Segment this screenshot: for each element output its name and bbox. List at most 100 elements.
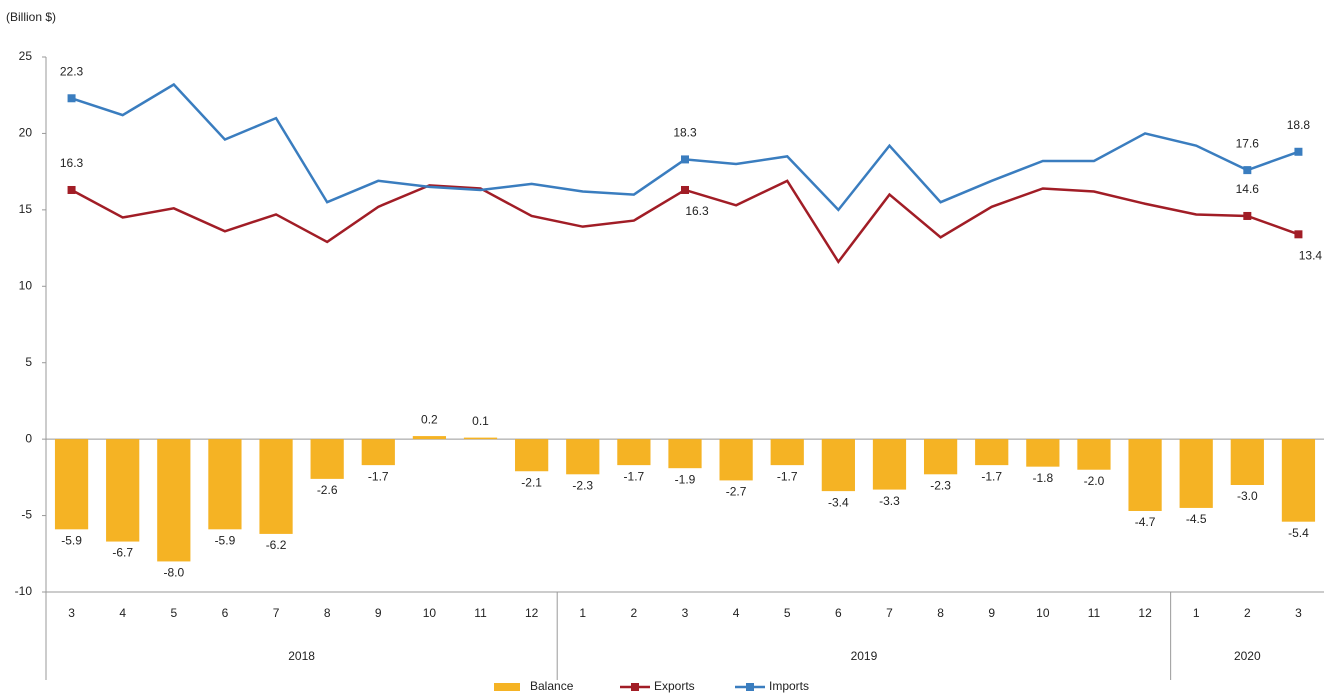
bar xyxy=(54,439,89,530)
bar xyxy=(208,439,242,530)
bar-label: -6.2 xyxy=(266,538,287,552)
bar-label: -8.0 xyxy=(163,566,184,580)
x-group-label: 2020 xyxy=(1234,649,1261,663)
x-tick-label: 7 xyxy=(886,606,893,620)
bar-label: -2.6 xyxy=(317,483,338,497)
bar-label: 0.2 xyxy=(421,412,438,426)
point-marker xyxy=(67,185,76,194)
bar-label: -6.7 xyxy=(112,546,133,560)
point-label: 18.3 xyxy=(673,126,697,140)
point-label: 13.4 xyxy=(1299,248,1323,262)
point-label: 18.8 xyxy=(1287,118,1311,132)
x-tick-label: 3 xyxy=(682,606,689,620)
bar-label: -2.3 xyxy=(930,478,951,492)
y-tick-label: -5 xyxy=(21,508,32,522)
x-tick-label: 2 xyxy=(1244,606,1251,620)
bar xyxy=(617,439,651,466)
legend-marker xyxy=(631,683,639,691)
bar-label: -1.9 xyxy=(675,472,696,486)
bar-label: -2.1 xyxy=(521,475,542,489)
bar-label: -4.7 xyxy=(1135,515,1156,529)
y-tick-label: 25 xyxy=(19,49,33,63)
y-tick-label: 20 xyxy=(19,126,33,140)
point-label: 22.3 xyxy=(60,64,84,78)
bar-label: -5.4 xyxy=(1288,526,1309,540)
bar-label: -2.7 xyxy=(726,485,747,499)
x-tick-label: 3 xyxy=(68,606,75,620)
bar-label: -5.9 xyxy=(215,534,236,548)
x-tick-label: 6 xyxy=(222,606,229,620)
point-marker xyxy=(681,155,689,164)
bar-label: -1.7 xyxy=(624,469,645,483)
bar xyxy=(515,439,549,472)
x-tick-label: 8 xyxy=(937,606,944,620)
point-marker xyxy=(67,94,76,103)
point-label: 16.3 xyxy=(60,156,84,170)
point-label: 17.6 xyxy=(1236,136,1260,150)
point-label: 16.3 xyxy=(685,204,709,218)
x-tick-label: 10 xyxy=(423,606,437,620)
x-tick-label: 11 xyxy=(474,606,487,620)
point-label: 14.6 xyxy=(1236,182,1260,196)
bar xyxy=(719,439,753,481)
x-tick-label: 1 xyxy=(579,606,586,620)
x-tick-label: 12 xyxy=(525,606,539,620)
bar-label: -5.9 xyxy=(61,534,82,548)
x-tick-label: 2 xyxy=(631,606,638,620)
x-tick-label: 1 xyxy=(1193,606,1200,620)
bar xyxy=(770,439,804,466)
bar xyxy=(566,439,600,475)
point-marker xyxy=(1294,147,1303,156)
y-tick-label: 5 xyxy=(25,355,32,369)
x-tick-label: 9 xyxy=(375,606,382,620)
legend-label: Balance xyxy=(530,679,574,693)
bar xyxy=(259,439,293,534)
bar xyxy=(106,439,140,542)
point-marker xyxy=(1243,166,1252,175)
bar xyxy=(361,439,395,466)
bar xyxy=(872,439,907,490)
bar-label: -1.7 xyxy=(368,469,389,483)
y-tick-label: -10 xyxy=(15,584,33,598)
x-tick-label: 11 xyxy=(1088,606,1101,620)
legend-label: Imports xyxy=(769,679,809,693)
point-marker xyxy=(1294,230,1303,239)
x-tick-label: 12 xyxy=(1138,606,1152,620)
x-tick-label: 4 xyxy=(733,606,740,620)
bar xyxy=(463,437,498,440)
bar xyxy=(310,439,344,479)
bar xyxy=(975,439,1009,466)
bar xyxy=(923,439,958,475)
y-axis-label: (Billion $) xyxy=(6,10,56,24)
bar xyxy=(412,436,447,440)
bar-label: -4.5 xyxy=(1186,512,1207,526)
y-tick-label: 10 xyxy=(19,278,33,292)
x-tick-label: 6 xyxy=(835,606,842,620)
x-group-label: 2019 xyxy=(851,649,878,663)
bar xyxy=(1026,439,1060,467)
bar-label: -1.8 xyxy=(1032,471,1053,485)
bar xyxy=(157,439,191,562)
x-tick-label: 7 xyxy=(273,606,280,620)
point-marker xyxy=(1243,211,1252,220)
bar-label: -1.7 xyxy=(981,469,1002,483)
bar xyxy=(668,439,702,469)
bar xyxy=(1281,439,1316,522)
x-tick-label: 5 xyxy=(784,606,791,620)
x-tick-label: 4 xyxy=(119,606,126,620)
point-marker xyxy=(681,185,689,194)
y-tick-label: 0 xyxy=(25,431,32,445)
bar xyxy=(1077,439,1111,470)
legend-marker xyxy=(746,683,754,691)
bar-label: -3.4 xyxy=(828,495,849,509)
bar xyxy=(1179,439,1213,508)
x-tick-label: 5 xyxy=(170,606,177,620)
bar-label: -1.7 xyxy=(777,469,798,483)
x-tick-label: 10 xyxy=(1036,606,1050,620)
bar-label: -2.0 xyxy=(1084,474,1105,488)
x-tick-label: 3 xyxy=(1295,606,1302,620)
y-tick-label: 15 xyxy=(19,202,33,216)
x-tick-label: 8 xyxy=(324,606,331,620)
